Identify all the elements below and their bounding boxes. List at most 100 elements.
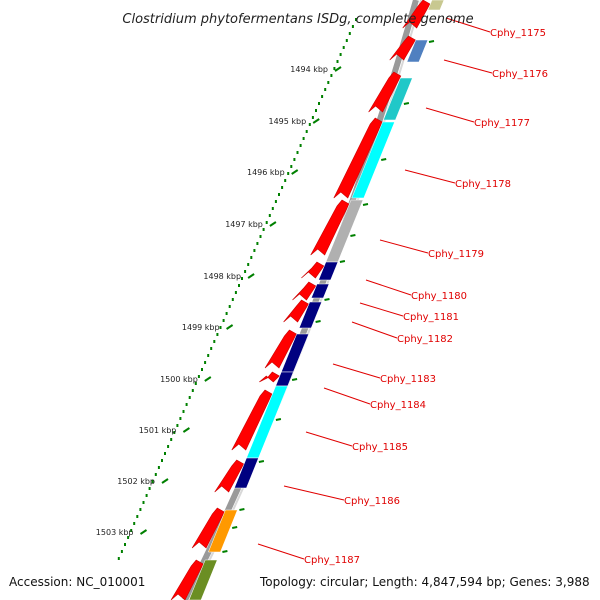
gc-dot xyxy=(167,445,170,448)
gc-dot xyxy=(330,74,333,77)
scale-tick xyxy=(312,118,320,124)
gc-dot xyxy=(170,438,173,441)
scale-tick xyxy=(291,169,299,175)
scale-label: 1498 kbp xyxy=(203,272,241,281)
function-block xyxy=(310,283,330,299)
scale-ticks xyxy=(139,66,342,535)
leader-line xyxy=(257,543,305,560)
function-block xyxy=(298,301,323,329)
gc-dot xyxy=(296,151,299,154)
accession-text: Accession: NC_010001 xyxy=(9,575,145,589)
gc-dot xyxy=(182,410,185,413)
gene-label: Cphy_1176 xyxy=(492,69,548,80)
gc-dot xyxy=(305,130,308,133)
gc-dot xyxy=(133,522,136,525)
scale-label: 1496 kbp xyxy=(247,168,285,177)
gc-dot xyxy=(145,494,148,497)
scale-tick xyxy=(334,66,342,72)
gc-dot xyxy=(194,382,197,385)
gene-label: Cphy_1186 xyxy=(344,496,400,507)
gc-dot xyxy=(124,543,126,546)
feature-tick xyxy=(315,320,321,323)
leader-line xyxy=(379,239,429,254)
gc-dot xyxy=(244,270,247,273)
feature-tick xyxy=(275,418,282,421)
gene-label: Cphy_1179 xyxy=(428,249,484,260)
leader-line xyxy=(404,169,456,184)
cds-arrow xyxy=(402,0,431,29)
function-block xyxy=(208,509,238,553)
gc-dot xyxy=(281,186,284,189)
scale-labels: 1494 kbp 1495 kbp 1496 kbp 1497 kbp 1498 kbp… xyxy=(96,65,328,537)
cds-arrow xyxy=(264,329,297,369)
gc-dot xyxy=(151,480,154,483)
gene-label: Cphy_1185 xyxy=(352,442,408,453)
gene-label: Cphy_1181 xyxy=(403,312,459,323)
gc-dot xyxy=(216,333,219,336)
gc-dot xyxy=(333,67,336,70)
scale-tick xyxy=(139,529,148,535)
scale-tick xyxy=(226,324,234,330)
feature-tick xyxy=(222,550,228,553)
scale-label: 1500 kbp xyxy=(160,375,198,384)
feature-tick xyxy=(428,40,435,43)
feature-tick xyxy=(324,298,330,301)
gc-dot xyxy=(179,417,182,420)
feature-tick xyxy=(291,378,298,381)
scale-label: 1501 kbp xyxy=(139,426,177,435)
cds-arrow xyxy=(170,559,204,600)
gc-dot xyxy=(173,431,176,434)
scale-label: 1497 kbp xyxy=(225,220,263,229)
gc-dot xyxy=(336,60,339,63)
gc-dot xyxy=(228,305,231,308)
gc-dot xyxy=(271,207,274,210)
feature-tick xyxy=(239,508,245,511)
feature-tick xyxy=(403,102,410,105)
cds-arrow xyxy=(368,71,402,113)
gc-dot xyxy=(278,193,280,196)
gc-dot xyxy=(188,396,191,399)
gc-dot xyxy=(222,319,225,322)
cds-arrow xyxy=(231,389,273,451)
feature-tick xyxy=(362,203,369,206)
gc-dot xyxy=(321,95,324,98)
gc-dot xyxy=(139,508,142,511)
function-color-track xyxy=(188,0,445,600)
gc-dot xyxy=(287,172,290,175)
leader-line xyxy=(283,485,345,501)
gc-dot xyxy=(127,536,130,539)
label-leader-lines xyxy=(257,17,493,560)
function-block xyxy=(318,261,339,281)
gc-dot xyxy=(185,403,188,406)
gc-dot xyxy=(265,221,268,224)
gc-dot xyxy=(256,242,259,245)
genome-summary-text: Topology: circular; Length: 4,847,594 bp… xyxy=(259,575,590,589)
gc-dot xyxy=(342,46,345,49)
leader-line xyxy=(332,363,381,379)
gc-dot xyxy=(164,452,166,455)
gc-dot xyxy=(259,235,262,238)
gc-dot xyxy=(247,263,250,266)
gc-dot xyxy=(201,368,203,371)
scale-label: 1502 kbp xyxy=(117,477,155,486)
gc-dot xyxy=(250,256,253,259)
gc-dot xyxy=(311,116,314,119)
gc-dot xyxy=(117,557,120,560)
cds-arrow xyxy=(214,459,245,493)
leader-line xyxy=(359,302,404,317)
cds-arrow xyxy=(301,261,325,279)
gc-dot xyxy=(231,298,234,301)
gene-label: Cphy_1175 xyxy=(490,28,546,39)
gc-dot xyxy=(136,515,139,518)
gc-dot xyxy=(130,529,133,532)
gc-dot xyxy=(225,312,228,315)
function-block xyxy=(234,457,259,489)
gc-dot xyxy=(204,361,207,364)
gc-dot xyxy=(293,158,296,161)
gc-dot xyxy=(219,326,222,329)
gene-label: Cphy_1177 xyxy=(474,118,530,129)
gc-dot xyxy=(268,214,271,217)
gc-dot xyxy=(290,165,293,168)
function-block xyxy=(351,121,395,199)
